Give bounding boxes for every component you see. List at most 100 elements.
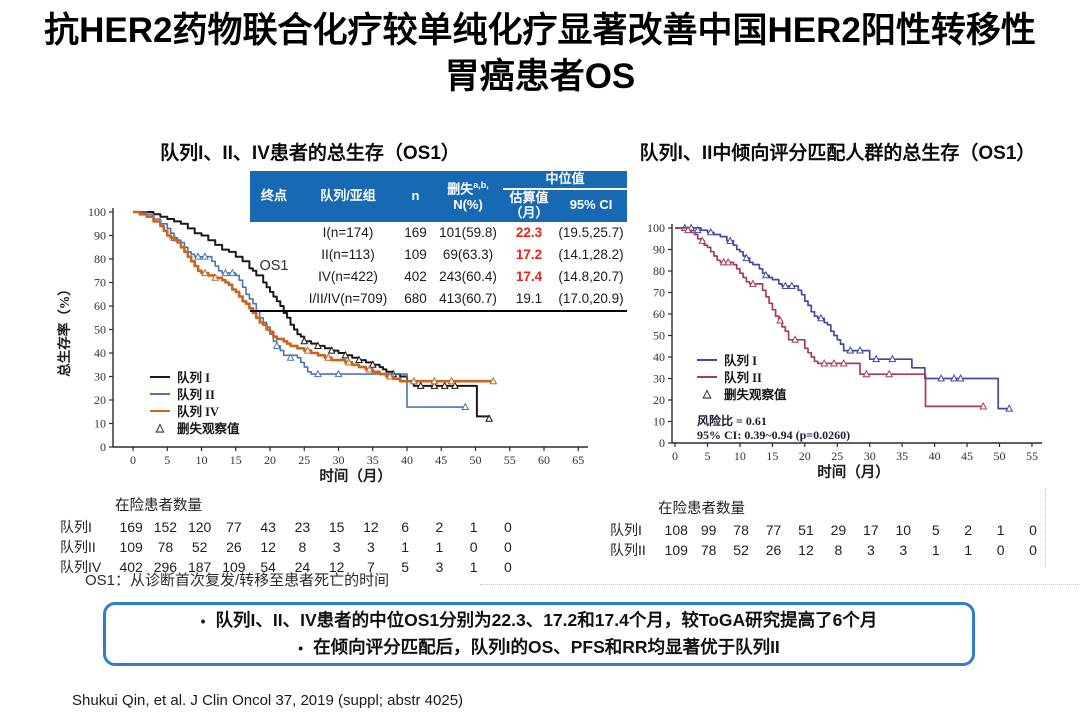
svg-text:20: 20: [94, 393, 106, 407]
at-risk-count: 3: [435, 559, 444, 575]
at-risk-count: 169: [119, 519, 143, 535]
legend-item: 队列 II: [697, 368, 850, 385]
at-risk-count: 51: [798, 522, 814, 538]
at-risk-count: 0: [1029, 522, 1037, 538]
at-risk-row: 队列I 169 152 120 77 43 23 15 12 6 2 1 0: [60, 517, 525, 537]
at-risk-count: 5: [931, 522, 940, 538]
at-risk-count: 402: [119, 559, 143, 575]
svg-text:5: 5: [164, 453, 170, 467]
at-risk-count: 6: [401, 519, 410, 535]
at-risk-count: 1: [401, 539, 410, 555]
cell-median: 19.1: [503, 287, 555, 311]
svg-text:40: 40: [653, 350, 665, 364]
km-plot-left-svg: 0 10 20 30 40 50 60 70 80 90 100 0 5 10 15 20 25 30 35 40 45…: [56, 205, 588, 485]
legend-label: 队列 I: [177, 371, 210, 385]
at-risk-count: 23: [294, 519, 311, 535]
at-risk-count: 187: [187, 559, 212, 575]
at-risk-row-label: 队列I: [610, 522, 642, 538]
at-risk-row-label: 队列II: [610, 542, 646, 558]
cell-ci: (17.0,20.9): [555, 287, 628, 311]
cell-median: 22.3: [503, 221, 555, 244]
svg-text:时间（月）: 时间（月）: [817, 463, 890, 481]
col-header-endpoint: 终点: [250, 171, 298, 222]
svg-text:70: 70: [94, 276, 106, 290]
svg-text:65: 65: [572, 453, 584, 467]
citation: Shukui Qin, et al. J Clin Oncol 37, 2019…: [72, 692, 464, 709]
at-risk-count: 24: [294, 559, 311, 575]
at-risk-count: 77: [226, 519, 242, 535]
cell-cohort: I/II/IV(n=709): [298, 287, 398, 311]
legend-item: 队列 IV: [150, 402, 240, 419]
km-legend-left: 队列 I 队列 II 队列 IV △ 删失观察值: [150, 368, 240, 436]
results-table-wrap: 终点 队列/亚组 n 删失a,b, N(%) 中位值 估算值 （月） 95% CI …: [250, 171, 628, 312]
at-risk-count: 0: [503, 519, 512, 535]
cell-censored: 413(60.7): [433, 287, 503, 311]
col-header-censored: 删失a,b, N(%): [433, 171, 503, 222]
svg-text:50: 50: [653, 329, 665, 343]
at-risk-count: 1: [996, 522, 1005, 538]
cell-n: 402: [398, 265, 433, 288]
at-risk-count: 12: [328, 559, 345, 575]
hazard-ratio-annotation: 风险比 = 0.61: [697, 414, 767, 428]
km-chart-right: 0 10 20 30 40 50 60 70 80 90 100 0 5 10 15 20 25 30 35 40 45…: [635, 195, 1080, 495]
at-risk-count: 7: [366, 559, 375, 575]
at-risk-count: 78: [700, 542, 717, 558]
svg-text:60: 60: [653, 307, 665, 321]
svg-text:10: 10: [734, 449, 746, 463]
at-risk-row: 队列IV 402 296 187 109 54 24 12 7 5 3 1 0: [60, 557, 525, 577]
svg-text:60: 60: [538, 453, 550, 467]
cell-cohort: II(n=113): [298, 243, 398, 266]
at-risk-right-title: 在险患者数量: [658, 501, 745, 517]
slide-guide-vertical: [1045, 488, 1046, 568]
endpoint-cell: OS1: [259, 257, 289, 274]
at-risk-count: 52: [191, 539, 208, 555]
summary-box: • 队列I、II、IV患者的中位OS1分别为22.3、17.2和17.4个月，较T…: [103, 602, 975, 666]
legend-item-censored: △ 删失观察值: [697, 385, 850, 402]
at-risk-count: 78: [733, 522, 749, 538]
at-risk-count: 8: [834, 542, 843, 558]
at-risk-count: 152: [153, 519, 178, 535]
svg-text:0: 0: [659, 436, 665, 450]
legend-item: 队列 I: [697, 351, 850, 368]
svg-text:15: 15: [766, 449, 778, 463]
svg-text:35: 35: [367, 453, 379, 467]
svg-text:10: 10: [196, 453, 208, 467]
cell-censored: 101(59.8): [433, 221, 503, 244]
at-risk-count: 43: [260, 519, 276, 535]
at-risk-count: 0: [996, 542, 1005, 558]
at-risk-count: 2: [435, 519, 444, 535]
at-risk-row-label: 队列I: [60, 519, 92, 535]
at-risk-count: 109: [664, 542, 688, 558]
km-plot-right-svg: 0 10 20 30 40 50 60 70 80 90 100 0 5 10 15 20 25 30 35 40 45…: [647, 221, 1042, 481]
hazard-ratio-annotation: 95% CI: 0.39~0.94 (p=0.0260): [697, 428, 851, 442]
at-risk-count: 8: [298, 539, 307, 555]
svg-text:40: 40: [929, 449, 941, 463]
bullet-icon: •: [298, 640, 304, 656]
legend-line-icon: [697, 375, 717, 378]
km-chart-left: 0 10 20 30 40 50 60 70 80 90 100 0 5 10 15 20 25 30 35 40 45…: [55, 180, 645, 500]
svg-text:10: 10: [653, 415, 665, 429]
at-risk-count: 1: [435, 539, 444, 555]
results-table: 终点 队列/亚组 n 删失a,b, N(%) 中位值 估算值 （月） 95% CI …: [250, 171, 628, 312]
svg-text:0: 0: [130, 453, 136, 467]
cell-n: 680: [398, 287, 433, 311]
at-risk-count: 0: [503, 539, 512, 555]
cell-censored: 243(60.4): [433, 265, 503, 288]
at-risk-count: 5: [401, 559, 410, 575]
at-risk-count: 10: [895, 522, 912, 538]
at-risk-count: 15: [328, 519, 345, 535]
svg-text:15: 15: [230, 453, 242, 467]
svg-text:100: 100: [647, 221, 665, 235]
at-risk-count: 0: [503, 559, 512, 575]
at-risk-count: 1: [469, 519, 478, 535]
svg-text:90: 90: [653, 243, 665, 257]
at-risk-count: 99: [700, 522, 717, 538]
svg-text:60: 60: [94, 299, 106, 313]
svg-text:50: 50: [470, 453, 482, 467]
svg-text:30: 30: [864, 449, 876, 463]
svg-text:35: 35: [896, 449, 908, 463]
table-row: OS1 I(n=174) 169 101(59.8) 22.3 (19.5,25.7): [250, 221, 628, 274]
at-risk-count: 3: [332, 539, 341, 555]
svg-text:20: 20: [653, 393, 665, 407]
at-risk-count: 12: [260, 539, 276, 555]
